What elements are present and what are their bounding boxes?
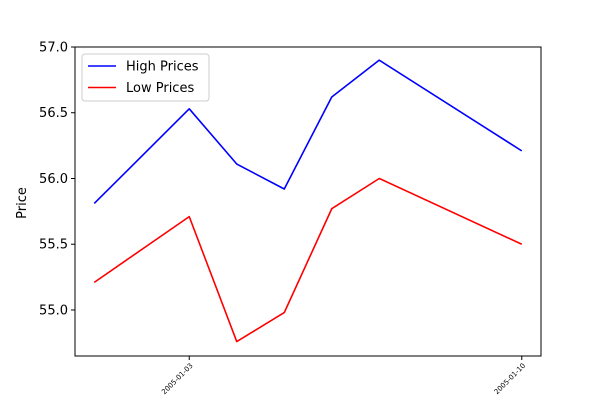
y-tick-label: 55.0 <box>39 303 68 318</box>
legend-label: Low Prices <box>126 81 194 96</box>
series-layer <box>93 59 523 343</box>
series-line-1 <box>93 177 523 343</box>
x-tick-label: 2005-01-10 <box>493 362 527 396</box>
legend: High Prices Low Prices <box>81 53 210 102</box>
y-tick-label: 57.0 <box>39 41 68 56</box>
x-axis-ticks: 2005-01-03 2005-01-10 <box>160 356 527 396</box>
legend-label: High Prices <box>126 60 199 75</box>
y-tick-label: 56.0 <box>39 172 68 187</box>
y-tick-label: 55.5 <box>39 238 68 253</box>
y-tick-label: 56.5 <box>39 106 68 121</box>
series-line-0 <box>93 59 523 205</box>
x-tick-label: 2005-01-03 <box>160 362 194 396</box>
y-axis-label: Price <box>15 187 30 219</box>
y-axis-ticks: 55.0 55.5 56.0 56.5 57.0 <box>39 41 75 318</box>
axes-frame <box>74 46 542 357</box>
